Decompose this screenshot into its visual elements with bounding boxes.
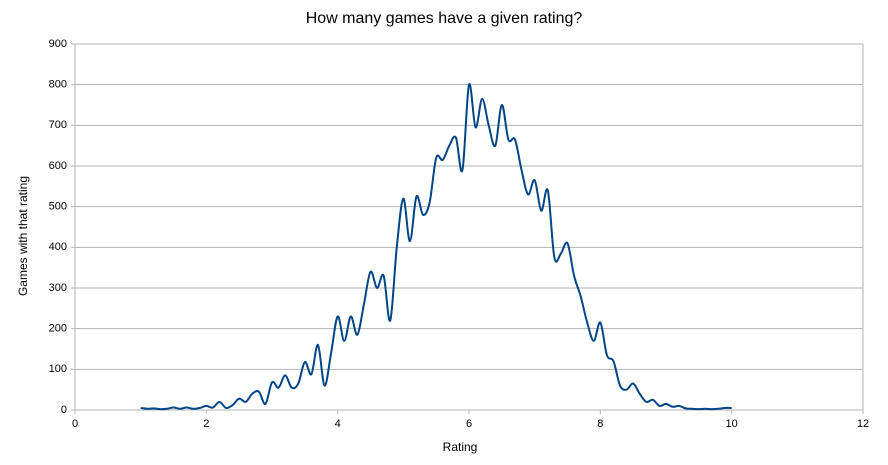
plot-frame xyxy=(74,43,864,411)
x-tick-label: 6 xyxy=(466,418,472,430)
x-tick-label: 12 xyxy=(857,418,869,430)
y-tick-label: 800 xyxy=(49,79,67,91)
y-tick-label: 500 xyxy=(49,201,67,213)
data-line xyxy=(140,83,732,411)
y-tick-label: 900 xyxy=(49,38,67,50)
chart-title: How many games have a given rating? xyxy=(306,10,583,27)
x-tick-label: 2 xyxy=(203,418,209,430)
x-tick-label: 4 xyxy=(335,418,341,430)
x-axis-title: Rating xyxy=(443,440,478,454)
y-tick-label: 100 xyxy=(49,363,67,375)
y-tick-label: 700 xyxy=(49,119,67,131)
x-tick-label: 8 xyxy=(597,418,603,430)
x-tick-label: 0 xyxy=(72,418,78,430)
y-tick-label: 300 xyxy=(49,282,67,294)
y-axis-title: Games with that rating xyxy=(16,176,30,296)
y-tick-label: 600 xyxy=(49,160,67,172)
y-tick-label: 200 xyxy=(49,323,67,335)
y-tick-label: 400 xyxy=(49,241,67,253)
x-tick-label: 10 xyxy=(726,418,738,430)
y-tick-label: 0 xyxy=(61,404,67,416)
